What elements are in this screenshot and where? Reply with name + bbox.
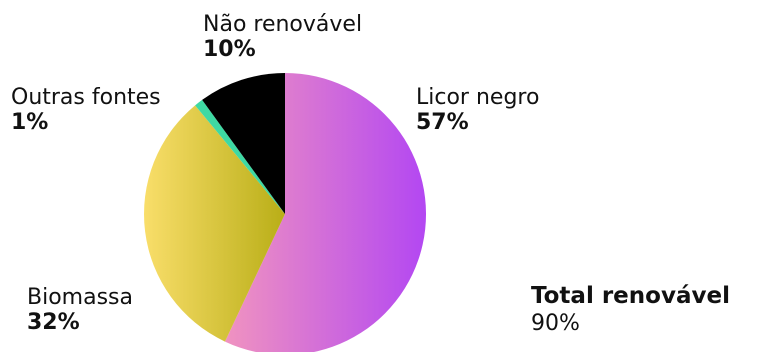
label-biomassa-name: Biomassa bbox=[27, 285, 133, 310]
label-nao-renovavel: Não renovável 10% bbox=[203, 12, 362, 63]
label-biomassa-value: 32% bbox=[27, 310, 80, 336]
label-licor-negro-value: 57% bbox=[416, 110, 469, 136]
total-renovavel-value: 90% bbox=[531, 310, 580, 336]
label-nao-renovavel-value: 10% bbox=[203, 37, 256, 63]
label-nao-renovavel-name: Não renovável bbox=[203, 12, 363, 37]
pie-slice-outras-fontes bbox=[195, 99, 285, 214]
total-renovavel: Total renovável 90% bbox=[531, 283, 730, 337]
total-renovavel-title: Total renovável bbox=[531, 283, 730, 309]
label-outras-fontes-name: Outras fontes bbox=[11, 85, 161, 110]
pie-slice-licor-negro bbox=[224, 73, 426, 352]
label-outras-fontes: Outras fontes 1% bbox=[11, 85, 161, 136]
label-licor-negro-name: Licor negro bbox=[416, 85, 540, 110]
label-licor-negro: Licor negro 57% bbox=[416, 85, 539, 136]
pie-slice-nao-renovavel bbox=[202, 73, 285, 214]
label-biomassa: Biomassa 32% bbox=[27, 285, 133, 336]
pie-slice-biomassa bbox=[144, 105, 285, 342]
label-outras-fontes-value: 1% bbox=[11, 110, 49, 136]
